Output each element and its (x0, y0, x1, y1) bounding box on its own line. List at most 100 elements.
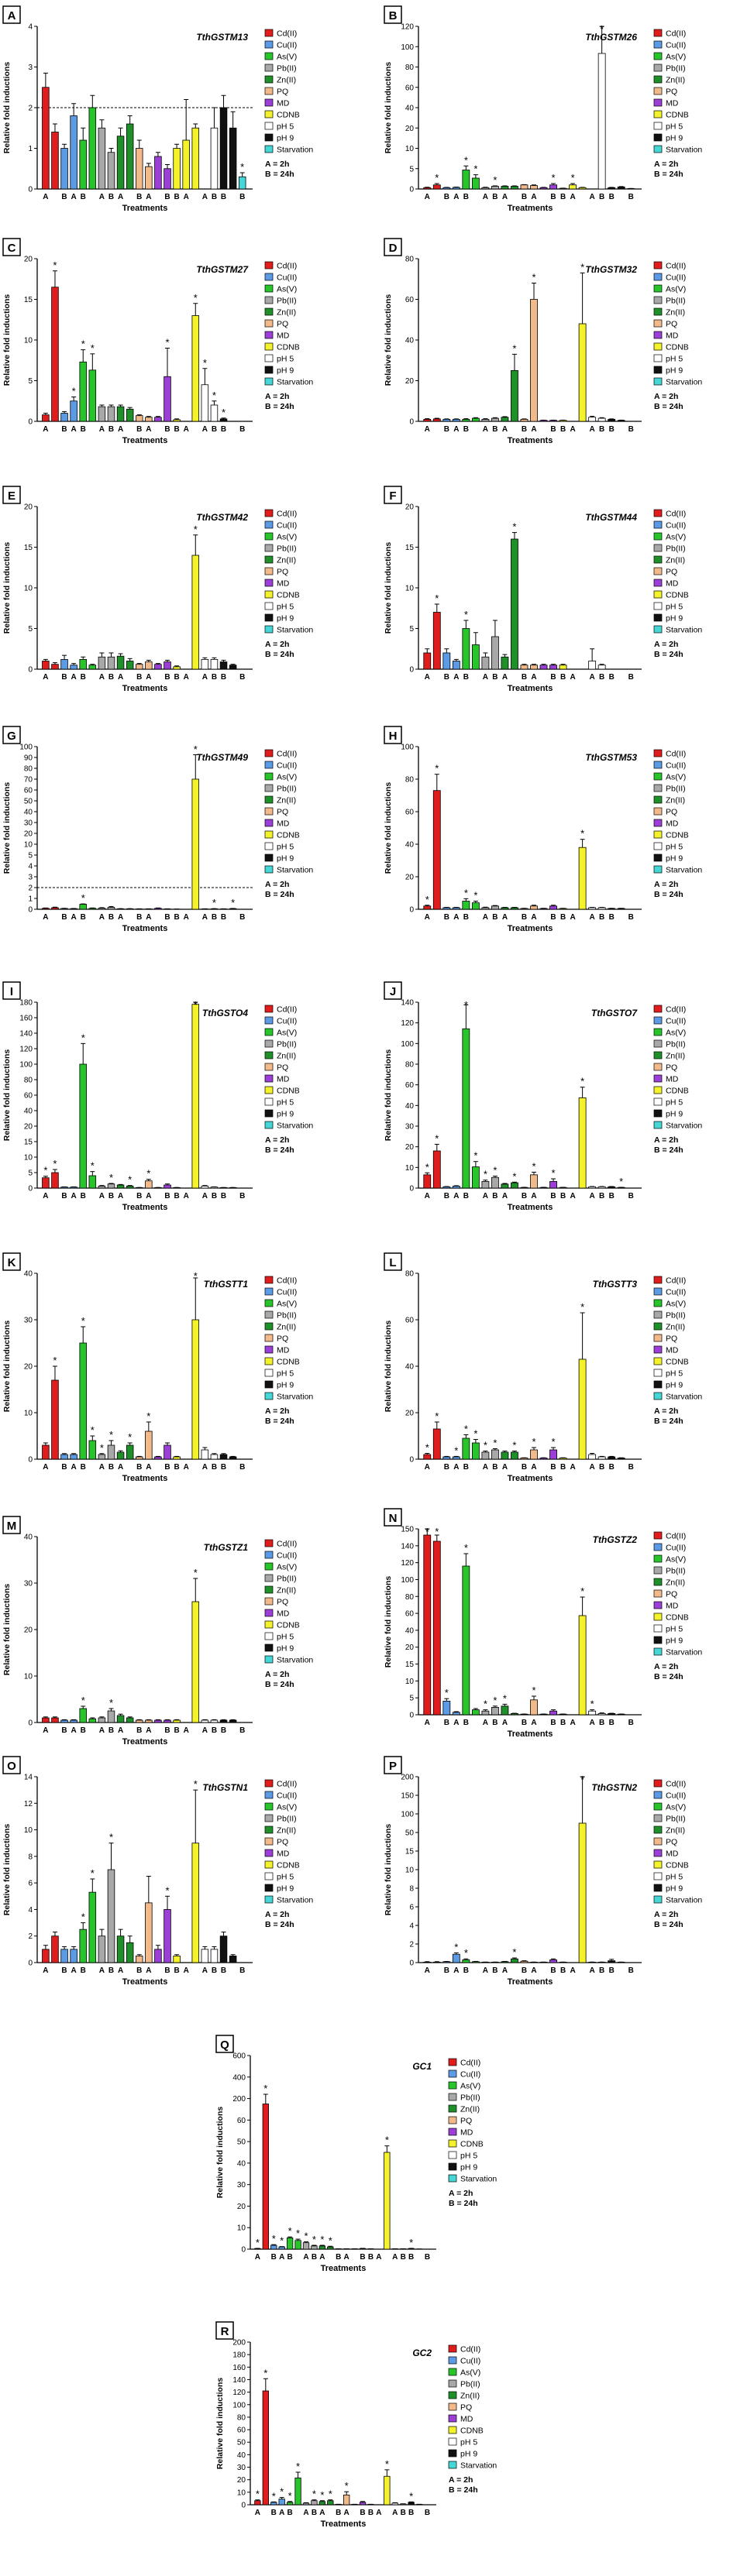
y-tick-label: 10 (405, 1164, 415, 1173)
y-tick-label: 0 (409, 1456, 414, 1465)
panel-letter: F (389, 489, 396, 503)
significance-star: * (53, 1355, 57, 1366)
bar (608, 418, 616, 422)
x-tick-label: B (550, 1463, 556, 1472)
legend-swatch (653, 331, 663, 339)
bar (219, 107, 228, 190)
x-tick-label: B (212, 1966, 217, 1975)
x-tick-label: A (570, 1966, 575, 1975)
legend-note-b: B = 24h (654, 890, 683, 899)
bar (164, 376, 171, 422)
legend-label: CDNB (666, 1613, 689, 1623)
bar (79, 904, 87, 910)
bar (116, 1451, 125, 1460)
x-tick-label: A (453, 193, 459, 201)
legend-label: Cd(II) (666, 29, 686, 39)
x-tick-label: A (453, 1463, 459, 1472)
legend-label: Zn(II) (666, 308, 685, 318)
bar (70, 1454, 77, 1460)
bar (511, 907, 518, 910)
significance-star: * (91, 1160, 95, 1172)
significance-star: * (454, 1444, 458, 1456)
bar (286, 2238, 294, 2250)
significance-star: * (512, 342, 516, 354)
x-tick-label: A (184, 425, 189, 434)
y-tick-label: 100 (401, 1576, 414, 1585)
bar (219, 1454, 228, 1460)
bar (201, 1719, 209, 1723)
x-tick-label: A (71, 425, 77, 434)
legend-swatch (653, 544, 663, 552)
bar (520, 418, 528, 422)
panel-l: L 0 20 40 60 80 Relative fold inductions TthGST… (384, 1252, 702, 1483)
legend-swatch (264, 602, 274, 610)
x-tick-label: A (71, 1192, 77, 1200)
legend-swatch (653, 1109, 663, 1118)
x-tick-label: A (483, 1719, 488, 1727)
x-tick-label: A (344, 2253, 349, 2262)
legend-label: pH 9 (666, 134, 683, 143)
legend-label: CDNB (666, 111, 689, 120)
y-tick-label: 20 (405, 125, 415, 133)
significance-star: * (109, 1429, 113, 1441)
y-tick-label: 200 (232, 2095, 246, 2104)
legend-label: As(V) (277, 1300, 297, 1309)
legend-swatch (653, 1299, 663, 1307)
y-axis-label: Relative fold inductions (215, 2378, 225, 2470)
significance-star: * (435, 592, 439, 604)
chart-title: TthGSTO7 (591, 1008, 638, 1018)
x-tick-label: B (61, 193, 67, 201)
legend-swatch (264, 1086, 274, 1094)
legend-label: PQ (277, 1334, 288, 1344)
x-tick-label: A (43, 1463, 48, 1472)
y-axis-label: Relative fold inductions (2, 542, 12, 634)
x-tick-label: A (43, 1192, 48, 1200)
chart-title: TthGSTM13 (196, 32, 248, 43)
significance-star: * (263, 2367, 267, 2379)
x-tick-label: A (99, 1463, 105, 1472)
bar (391, 2502, 398, 2506)
y-tick-label: 1 (28, 895, 33, 904)
legend-swatch (448, 2162, 457, 2171)
bar (88, 1718, 97, 1723)
y-axis-label: Relative fold inductions (2, 1321, 12, 1413)
legend-swatch (653, 1613, 663, 1621)
panel-c: C 0 5 10 15 20 Relative fold inductions TthGSTM… (2, 238, 313, 445)
x-tick-label: B (368, 2253, 374, 2262)
legend-swatch (264, 1655, 274, 1664)
x-tick-label: A (453, 913, 459, 922)
x-tick-label: B (599, 1192, 604, 1200)
legend-label: pH 9 (666, 1110, 683, 1119)
bar (107, 1444, 115, 1460)
x-tick-label: B (61, 913, 67, 922)
y-tick-label: 100 (19, 1061, 33, 1070)
x-tick-label: A (202, 1726, 208, 1735)
legend-swatch (653, 1779, 663, 1788)
bar (462, 628, 470, 670)
y-tick-label: 160 (232, 2364, 246, 2372)
x-tick-label: A (303, 2509, 308, 2517)
legend-label: Starvation (666, 378, 702, 387)
bar (88, 1440, 97, 1460)
legend-swatch (264, 1028, 274, 1036)
legend-swatch (653, 354, 663, 362)
legend-label: CDNB (277, 1621, 300, 1630)
bar (442, 1186, 451, 1189)
x-tick-label: B (164, 913, 170, 922)
x-tick-label: B (444, 913, 449, 922)
legend-swatch (448, 2081, 457, 2090)
bar (88, 665, 97, 670)
legend-swatch (264, 1643, 274, 1652)
legend-swatch (653, 261, 663, 270)
bar (442, 187, 451, 190)
bar (452, 1186, 460, 1189)
legend-swatch (264, 87, 274, 95)
legend-label: PQ (666, 808, 677, 817)
legend-swatch (653, 1369, 663, 1377)
y-tick-label: 200 (401, 1774, 414, 1782)
bar (327, 2500, 334, 2506)
legend-swatch (264, 807, 274, 816)
x-tick-label: A (502, 913, 508, 922)
y-tick-label: 8 (28, 1853, 33, 1861)
significance-star: * (272, 2233, 276, 2245)
